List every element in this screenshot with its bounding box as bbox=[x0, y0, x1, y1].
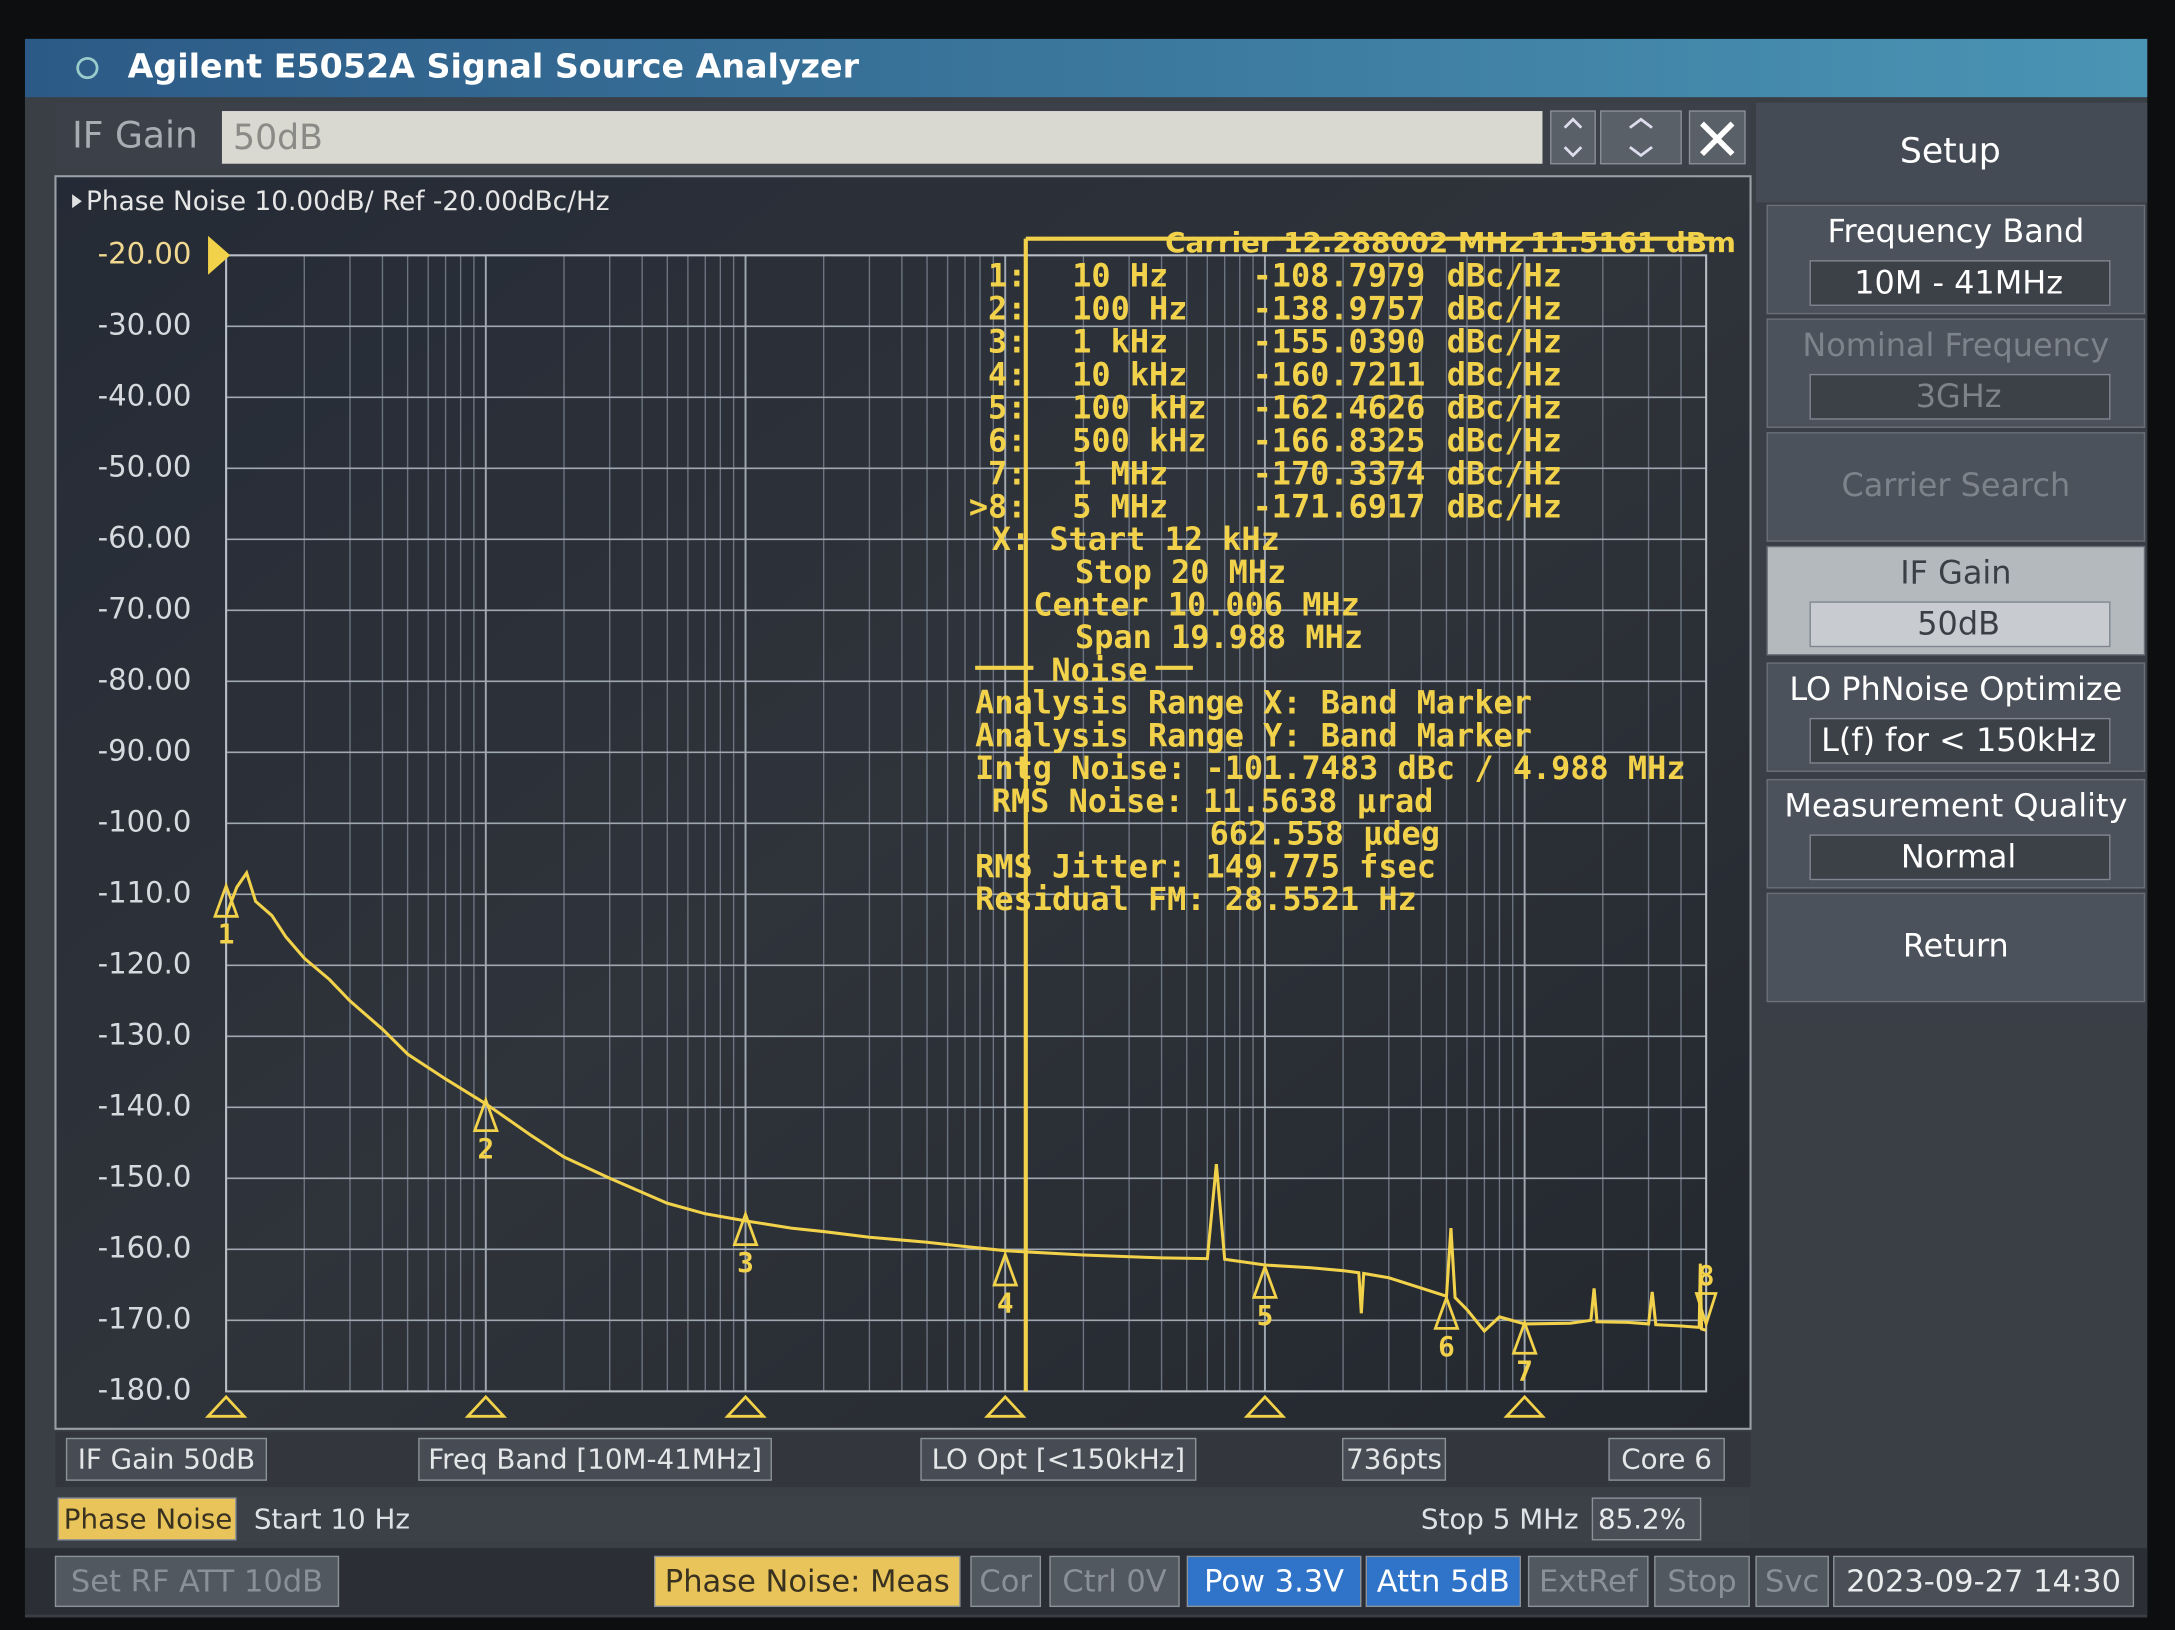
sweep-text: 85.2% bbox=[1598, 1502, 1686, 1535]
softkey-label: Frequency Band bbox=[1827, 212, 2084, 250]
status-text: Phase Noise: Meas bbox=[665, 1564, 950, 1599]
settings-text: Freq Band [10M-41MHz] bbox=[428, 1443, 762, 1476]
page: { "window_title": "Agilent E5052A Signal… bbox=[0, 0, 2175, 1630]
marker-label: 8 bbox=[1698, 1259, 1715, 1292]
softkey-label: LO PhNoise Optimize bbox=[1789, 670, 2122, 708]
marker-unit: dBc/Hz bbox=[1447, 488, 1562, 526]
settings-text: LO Opt [<150kHz] bbox=[932, 1443, 1186, 1476]
status-text: Attn 5dB bbox=[1377, 1564, 1510, 1599]
y-tick-label: -130.0 bbox=[98, 1017, 192, 1051]
marker-label: 4 bbox=[997, 1286, 1014, 1319]
sweep-text: Stop 5 MHz bbox=[1421, 1502, 1579, 1535]
softkey-label: Carrier Search bbox=[1841, 466, 2070, 504]
y-tick-label: -150.0 bbox=[98, 1159, 192, 1193]
status-text: Set RF ATT 10dB bbox=[71, 1564, 323, 1599]
status-text: 2023-09-27 14:30 bbox=[1846, 1564, 2121, 1599]
y-tick-label: -50.00 bbox=[98, 449, 192, 483]
y-tick-label: -20.00 bbox=[98, 236, 192, 270]
settings-bar bbox=[55, 1432, 1750, 1487]
softkey-label: Return bbox=[1903, 926, 2009, 964]
softkey-value: 10M - 41MHz bbox=[1854, 263, 2063, 301]
marker-label: 7 bbox=[1516, 1355, 1533, 1388]
window-title: Agilent E5052A Signal Source Analyzer bbox=[128, 47, 860, 86]
power-readout: 11.5161 dBm bbox=[1530, 226, 1736, 259]
settings-text: IF Gain 50dB bbox=[78, 1443, 255, 1476]
carrier-readout: Carrier 12.288002 MHz bbox=[1165, 226, 1525, 259]
y-tick-label: -30.00 bbox=[98, 307, 192, 341]
softkey-value: 3GHz bbox=[1916, 377, 2002, 415]
y-tick-label: -140.0 bbox=[98, 1088, 192, 1122]
status-text: Ctrl 0V bbox=[1062, 1564, 1166, 1599]
softkey-value: Normal bbox=[1901, 838, 2016, 876]
y-tick-label: -110.0 bbox=[98, 875, 192, 909]
settings-text: 736pts bbox=[1346, 1443, 1442, 1476]
trace-title: Phase Noise 10.00dB/ Ref -20.00dBc/Hz bbox=[86, 187, 610, 217]
softkey-label: Nominal Frequency bbox=[1802, 326, 2109, 364]
sweep-text: Phase Noise bbox=[64, 1502, 233, 1535]
entry-label: IF Gain bbox=[72, 114, 198, 156]
y-tick-label: -70.00 bbox=[98, 591, 192, 625]
softkey-label: IF Gain bbox=[1900, 553, 2011, 591]
marker-label: 5 bbox=[1257, 1299, 1274, 1332]
y-tick-label: -120.0 bbox=[98, 946, 192, 980]
settings-text: Core 6 bbox=[1621, 1443, 1712, 1476]
y-tick-label: -90.00 bbox=[98, 733, 192, 767]
softkeys: Frequency Band 10M - 41MHz Nominal Frequen… bbox=[1767, 205, 2144, 1001]
y-tick-label: -100.0 bbox=[98, 804, 192, 838]
softkey-value: 50dB bbox=[1917, 605, 2000, 643]
softkey-label: Measurement Quality bbox=[1784, 786, 2127, 824]
y-tick-label: -160.0 bbox=[98, 1230, 192, 1264]
y-tick-label: -40.00 bbox=[98, 378, 192, 412]
marker-label: 3 bbox=[737, 1246, 754, 1279]
status-text: Cor bbox=[979, 1564, 1032, 1599]
marker-label: 1 bbox=[218, 918, 235, 951]
y-tick-label: -80.00 bbox=[98, 662, 192, 696]
analyzer-screen: Agilent E5052A Signal Source Analyzer IF… bbox=[0, 0, 2175, 1630]
status-text: Stop bbox=[1667, 1564, 1736, 1599]
y-tick-label: -180.0 bbox=[98, 1372, 192, 1406]
entry-field[interactable] bbox=[222, 111, 1543, 164]
y-tick-label: -170.0 bbox=[98, 1301, 192, 1335]
softkey-value: L(f) for < 150kHz bbox=[1821, 721, 2096, 759]
marker-label: 2 bbox=[477, 1132, 494, 1165]
sweep-text: Start 10 Hz bbox=[254, 1502, 410, 1535]
entry-value: 50dB bbox=[233, 118, 323, 158]
readout-line: Residual FM: 28.5521 Hz bbox=[975, 880, 1417, 918]
status-text: ExtRef bbox=[1539, 1564, 1639, 1599]
marker-label: 6 bbox=[1438, 1330, 1455, 1363]
softkey-title: Setup bbox=[1900, 132, 2001, 172]
status-text: Svc bbox=[1765, 1564, 1819, 1599]
status-text: Pow 3.3V bbox=[1204, 1564, 1344, 1599]
y-tick-label: -60.00 bbox=[98, 520, 192, 554]
